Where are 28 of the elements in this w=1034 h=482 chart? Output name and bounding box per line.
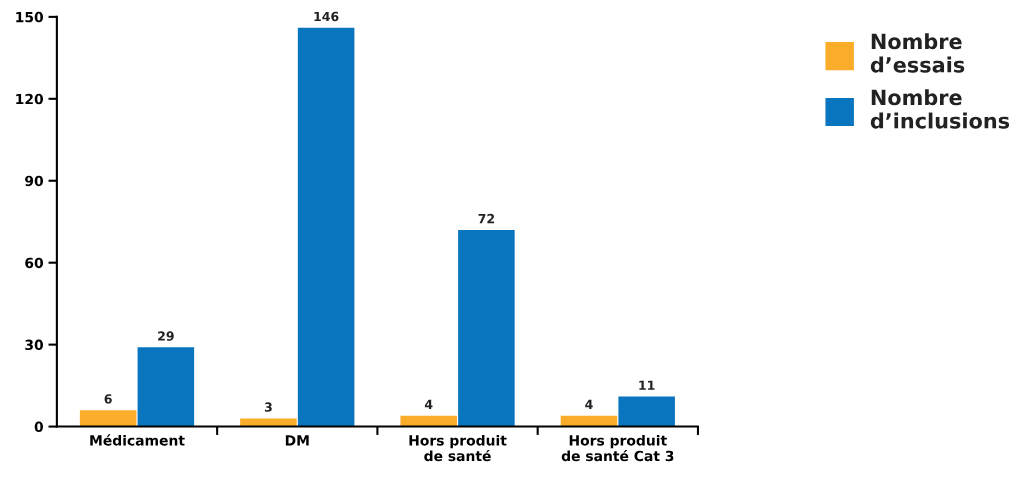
bar [137, 347, 195, 427]
data-label: 3 [264, 402, 272, 412]
data-label: 146 [314, 11, 339, 22]
legend-label: Nombre d’inclusions [870, 89, 1010, 129]
bar [618, 396, 675, 427]
data-label: 4 [424, 399, 433, 409]
data-label: 6 [104, 394, 112, 404]
x-tick-label: Hors produit de santé Cat 3 [561, 434, 674, 462]
y-tick-label: 60 [25, 257, 44, 269]
bar [240, 418, 297, 427]
bar [560, 415, 618, 427]
x-tick-label: DM [285, 435, 309, 446]
y-tick-label: 120 [16, 93, 44, 105]
data-label: 4 [585, 399, 593, 409]
x-tick-label: Médicament [90, 434, 185, 446]
data-label: 11 [639, 380, 655, 390]
data-label: 29 [158, 331, 174, 341]
legend-label: Nombre d’essais [870, 33, 965, 73]
data-label: 72 [478, 213, 495, 224]
bar [297, 27, 355, 427]
y-tick-label: 90 [25, 175, 44, 187]
bar [400, 415, 457, 427]
x-tick-label: Hors produit de santé [409, 434, 507, 462]
bar [458, 229, 515, 427]
y-tick-label: 150 [16, 11, 44, 23]
bar [79, 410, 137, 427]
y-tick-label: 30 [25, 339, 44, 351]
y-tick-label: 0 [34, 421, 44, 433]
